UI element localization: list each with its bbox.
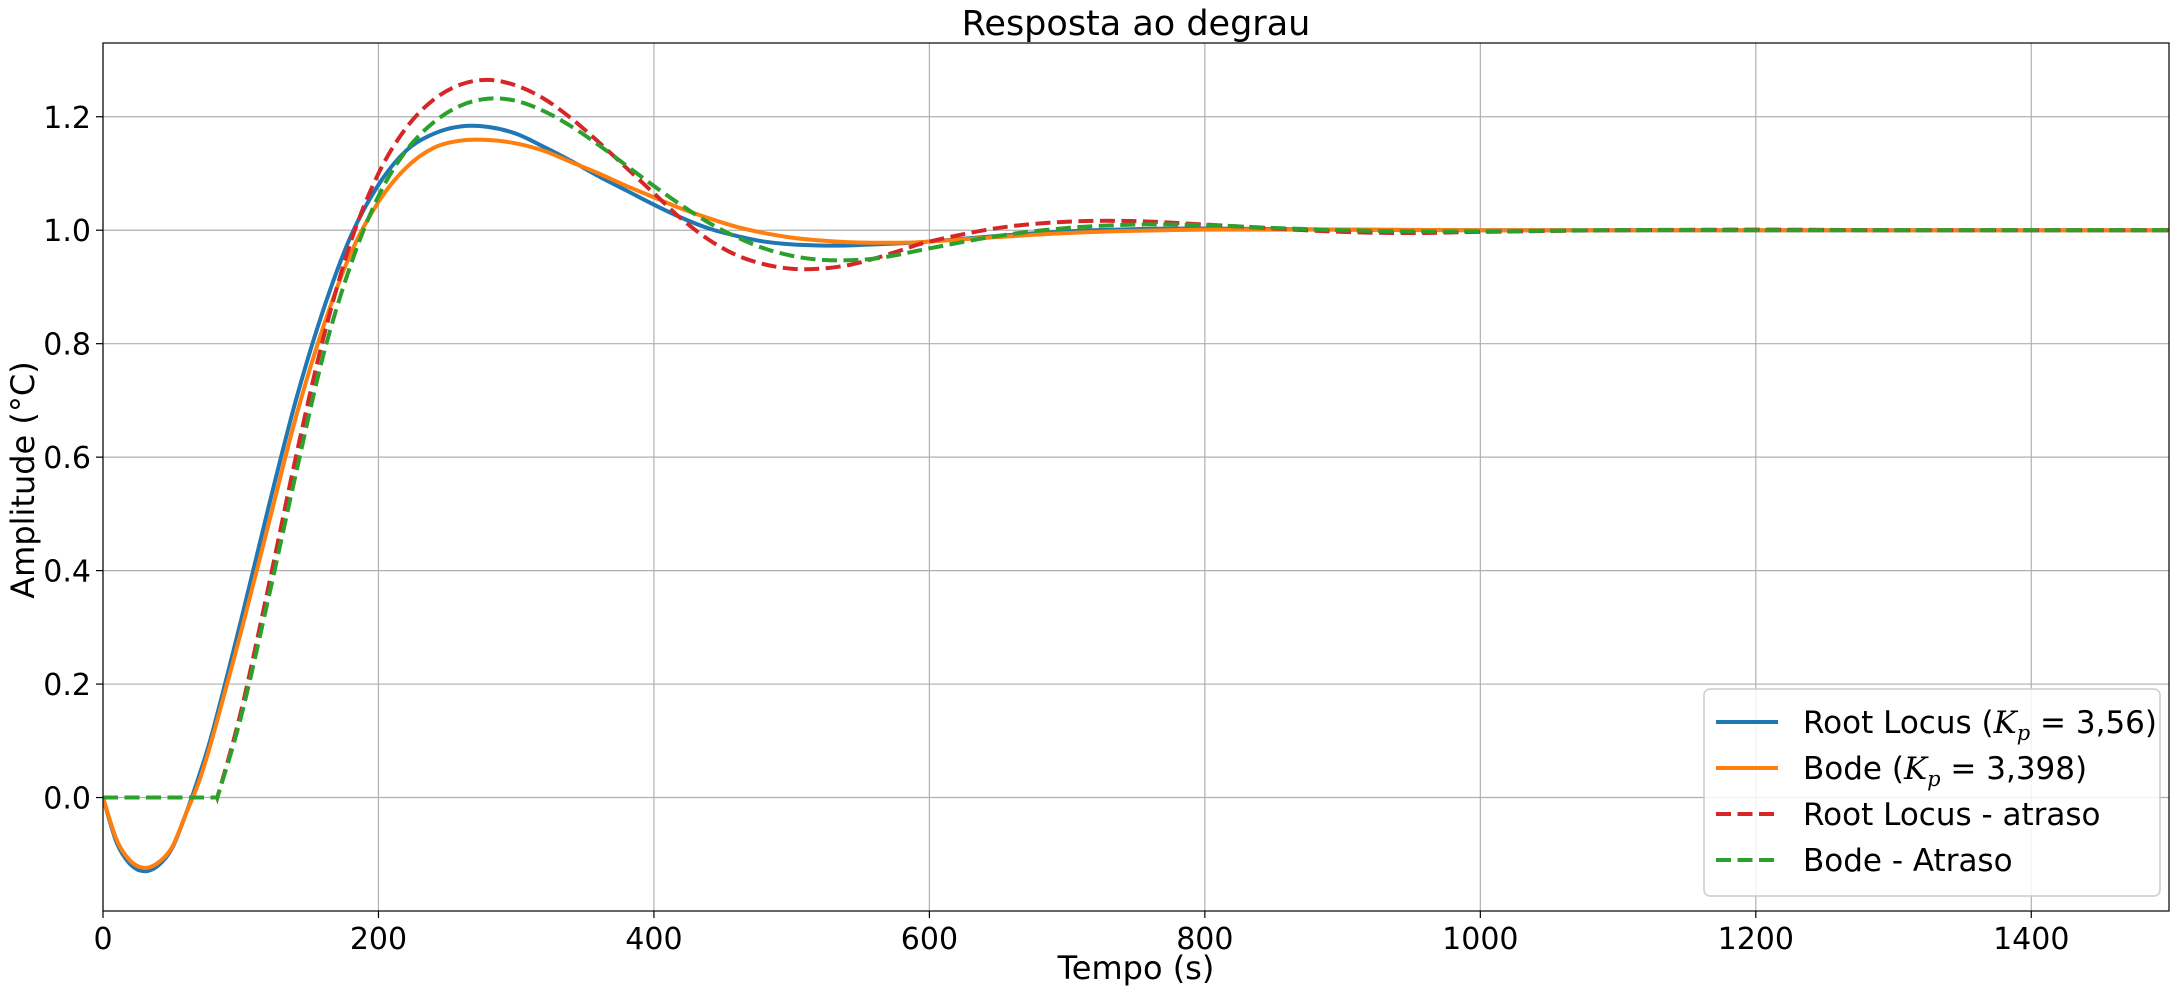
- x-tick-label: 200: [350, 922, 407, 957]
- x-tick-label: 1000: [1442, 922, 1518, 957]
- x-tick-label: 1400: [1993, 922, 2069, 957]
- legend-label-2: Bode (Kp = 3,398): [1803, 751, 2087, 791]
- chart-title: Resposta ao degrau: [962, 4, 1311, 44]
- x-axis-label: Tempo (s): [1057, 949, 1215, 987]
- series-line-2: [103, 137, 2169, 870]
- legend-box: [1703, 688, 2161, 897]
- y-tick-label: 0.8: [43, 328, 91, 363]
- y-tick-label: 1.2: [43, 101, 91, 136]
- axes-frame: [102, 42, 2170, 912]
- y-tick-label: 0.0: [43, 782, 91, 817]
- series-line-4: [103, 96, 2169, 806]
- y-axis-label: Amplitude (°C): [4, 361, 42, 598]
- axis-ticks: 0 200 400 600 800 1000 1200 1400 0.0 0.2 0.4 0.6 0.8…: [43, 101, 2069, 957]
- y-tick-label: 0.6: [43, 441, 91, 476]
- y-tick-label: 0.2: [43, 668, 91, 703]
- legend-label-4: Bode - Atraso: [1803, 843, 2013, 879]
- legend-label-3: Root Locus - atraso: [1803, 797, 2101, 833]
- plot-area: [103, 77, 2169, 874]
- x-tick-label: 600: [901, 922, 958, 957]
- x-tick-label: 800: [1176, 922, 1233, 957]
- series-line-3: [103, 77, 2169, 806]
- legend: Root Locus (Kp = 3,56) Bode (Kp = 3,398) R…: [1703, 688, 2161, 897]
- y-tick-label: 0.4: [43, 555, 91, 590]
- x-tick-label: 0: [93, 922, 112, 957]
- y-tick-label: 1.0: [43, 214, 91, 249]
- legend-label-1: Root Locus (Kp = 3,56): [1803, 705, 2157, 745]
- x-tick-label: 1200: [1718, 922, 1794, 957]
- x-tick-label: 400: [625, 922, 682, 957]
